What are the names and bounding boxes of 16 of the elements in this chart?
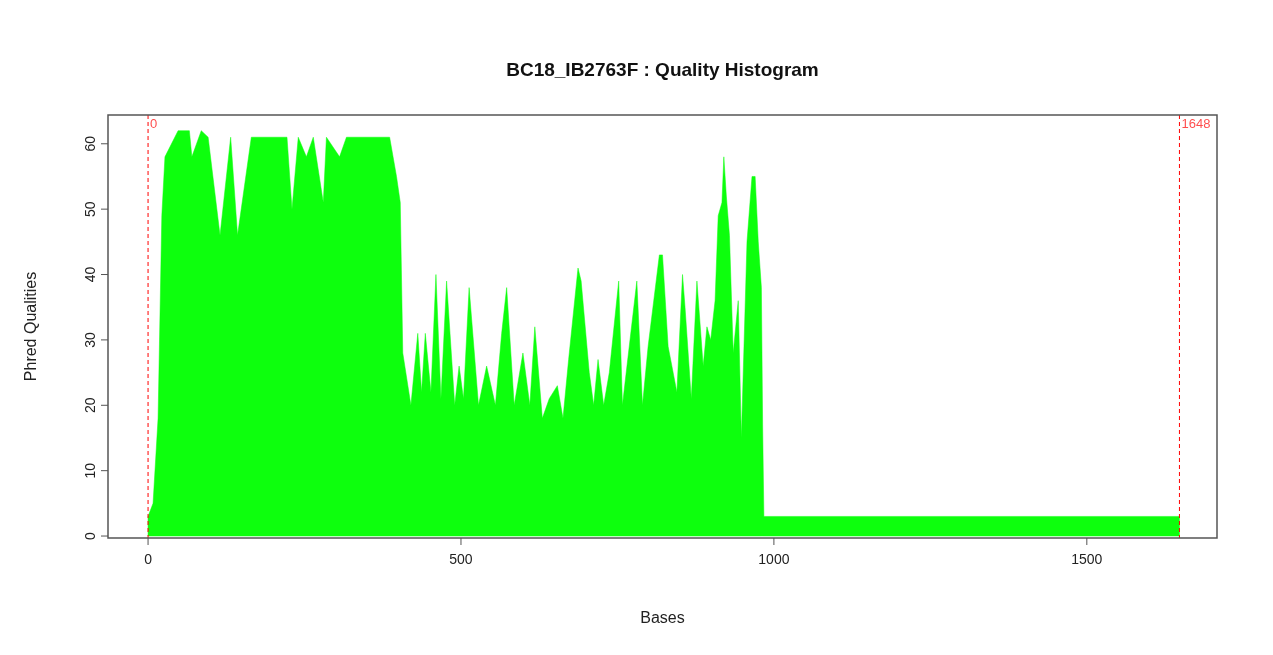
y-tick-label: 30	[82, 331, 98, 348]
x-tick-label: 500	[449, 551, 473, 567]
x-tick-label: 1000	[758, 551, 790, 567]
y-axis-title: Phred Qualities	[22, 271, 39, 382]
chart-title: BC18_IB2763F : Quality Histogram	[506, 59, 819, 80]
x-tick-label: 1500	[1071, 551, 1103, 567]
x-tick-label: 0	[144, 551, 153, 567]
y-tick-label: 40	[82, 266, 98, 283]
y-tick-label: 0	[82, 531, 98, 540]
ref-line-label: 0	[150, 116, 158, 131]
y-tick-label: 60	[82, 135, 98, 152]
ref-line-label: 1648	[1181, 116, 1211, 131]
y-tick-label: 50	[82, 201, 98, 217]
y-tick-label: 20	[82, 397, 98, 414]
x-axis-title: Bases	[640, 609, 685, 626]
y-tick-label: 10	[82, 462, 98, 479]
